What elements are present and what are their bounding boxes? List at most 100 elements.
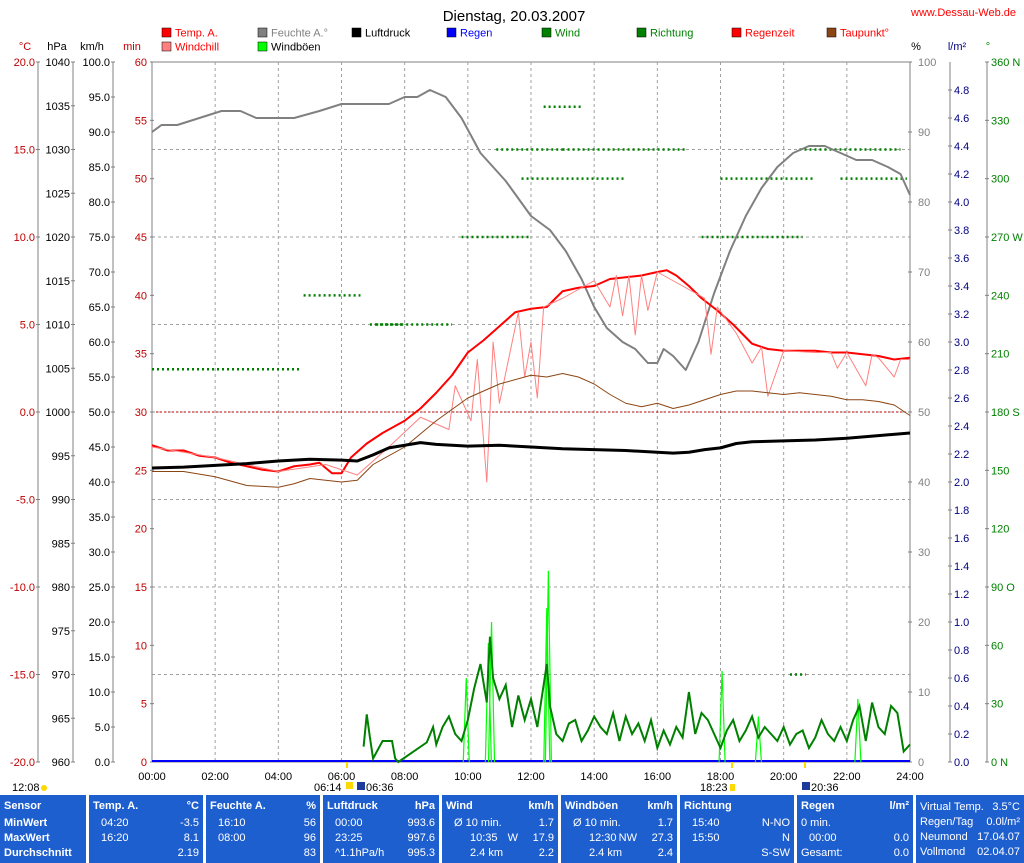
stats-pressure-unit: hPa [414,800,435,812]
tick-label-temp: 0.0 [20,407,35,419]
tick-label-minutes: 10 [135,640,147,652]
stats-direction-header: Richtung [684,800,732,812]
tick-label-pressure: 1030 [46,145,70,157]
stats-rain-unit: l/m² [889,800,909,812]
stats-direction-min-value: N-NO [761,817,790,829]
stats-rain-block: Regen l/m² 0 min. 00:00 0.0 Gesamt: 0.0 [797,795,913,863]
stats-sensor-header: Sensor [4,800,42,812]
tick-label-humidity: 70 [918,267,930,279]
stats-wind-unit: km/h [528,800,554,812]
tick-label-wind: 10.0 [89,687,110,699]
x-tick-label: 24:00 [896,771,924,783]
stats-wind-header: Wind [446,800,473,812]
x-tick-label: 16:00 [644,771,672,783]
tick-label-rain: 3.6 [954,253,969,265]
tick-label-rain: 0.4 [954,701,969,713]
tick-label-rain: 1.4 [954,561,969,573]
tick-label-wind: 20.0 [89,617,110,629]
stats-direction-min-time: 15:40 [692,817,720,829]
site-link[interactable]: www.Dessau-Web.de [910,7,1016,19]
tick-label-minutes: 40 [135,290,147,302]
tick-label-minutes: 15 [135,582,147,594]
plot-grid [151,61,911,763]
tick-label-rain: 2.6 [954,393,969,405]
tick-label-wind: 5.0 [95,722,110,734]
stats-gusts-avg-value: 2.4 [657,847,673,859]
unit-temp: °C [19,41,31,53]
x-tick-label: 00:00 [138,771,166,783]
tick-label-pressure: 970 [52,670,70,682]
stats-wind-min-label: Ø 10 min. [454,817,502,829]
gust-peak [484,642,492,763]
stats-gusts-distance: 2.4 km [589,847,623,859]
x-tick-label: 20:00 [770,771,798,783]
stats-row-avg-label: Durchschnitt [4,847,72,859]
moonset-label: 06:36 [366,782,394,794]
stats-rain-max-time: 00:00 [809,832,837,844]
tick-label-rain: 2.2 [954,449,969,461]
sunrise-label: 06:14 [314,782,342,794]
tick-label-wind: 60.0 [89,337,110,349]
stats-rain-day-label: Regen/Tag [920,816,974,828]
stats-pressure-max-time: 23:25 [335,832,363,844]
stats-gusts-min-value: 1.7 [657,817,673,829]
x-tick-label: 22:00 [833,771,861,783]
stats-full-moon-value: 02.04.07 [977,846,1020,858]
tick-label-rain: 0.8 [954,645,969,657]
tick-label-humidity: 40 [918,477,930,489]
tick-label-humidity: 0 [918,757,924,769]
x-tick-label: 12:00 [517,771,545,783]
stats-gusts-max-dir: NW [618,832,637,844]
legend-swatch-0 [161,27,172,38]
tick-label-wind: 95.0 [89,92,110,104]
stats-gusts-max-value: 27.3 [651,832,673,844]
gust-peak [487,621,496,763]
unit-pressure: hPa [47,41,67,53]
stats-direction-block: Richtung 15:40 N-NO 15:50 N S-SW [680,795,794,863]
stats-rain-max-value: 0.0 [893,832,909,844]
legend-label-1: Windchill [175,42,219,54]
moonrise-label: 20:36 [811,782,839,794]
tick-label-wind: 80.0 [89,197,110,209]
tick-label-rain: 2.0 [954,477,969,489]
stats-wind-min-value: 1.7 [538,817,554,829]
stats-gusts-min-label: Ø 10 min. [573,817,621,829]
chart-title: Dienstag, 20.03.2007 [443,8,586,25]
tick-label-pressure: 1040 [46,57,70,69]
stats-humidity-max-value: 96 [303,832,316,844]
tick-label-humidity: 20 [918,617,930,629]
stats-temp-unit: °C [186,800,199,812]
tick-label-pressure: 1000 [46,407,70,419]
x-tick-label: 04:00 [265,771,293,783]
stats-rain-total-label: Gesamt: [801,847,843,859]
tick-label-temp: 10.0 [14,232,35,244]
stats-humidity-avg-value: 83 [303,847,316,859]
tick-label-temp: 15.0 [14,145,35,157]
stats-humidity-block: Feuchte A.% 16:10 56 08:00 96 83 [206,795,320,863]
tick-label-rain: 2.8 [954,365,969,377]
axis-units: °C hPa km/h min% l/m² ° [19,41,990,53]
legend-swatch-3 [257,41,268,52]
tick-label-humidity: 30 [918,547,930,559]
stats-direction-max-value: N [782,832,790,844]
stats-temp-block: Temp. A. °C 04:20 -3.5 16:20 8.1 2.19 [89,795,203,863]
legend-label-5: Regen [460,28,492,40]
tick-label-rain: 1.6 [954,533,969,545]
tick-label-minutes: 60 [135,57,147,69]
stats-rain-total-value: 0.0 [893,847,909,859]
tick-label-rain: 0.0 [954,757,969,769]
stats-sensor-block: Sensor MinWert MaxWert Durchschnitt [0,795,86,863]
tick-label-rain: 3.8 [954,225,969,237]
tick-label-humidity: 60 [918,337,930,349]
stats-wind-avg-value: 2.2 [538,847,554,859]
tick-label-pressure: 980 [52,582,70,594]
tick-label-minutes: 35 [135,349,147,361]
legend-label-7: Richtung [650,28,693,40]
tick-label-wind: 75.0 [89,232,110,244]
tick-label-minutes: 30 [135,407,147,419]
tick-label-pressure: 965 [52,713,70,725]
tick-label-pressure: 990 [52,495,70,507]
legend-label-6: Wind [555,28,580,40]
stats-gusts-unit: km/h [647,800,673,812]
tick-label-rain: 1.0 [954,617,969,629]
